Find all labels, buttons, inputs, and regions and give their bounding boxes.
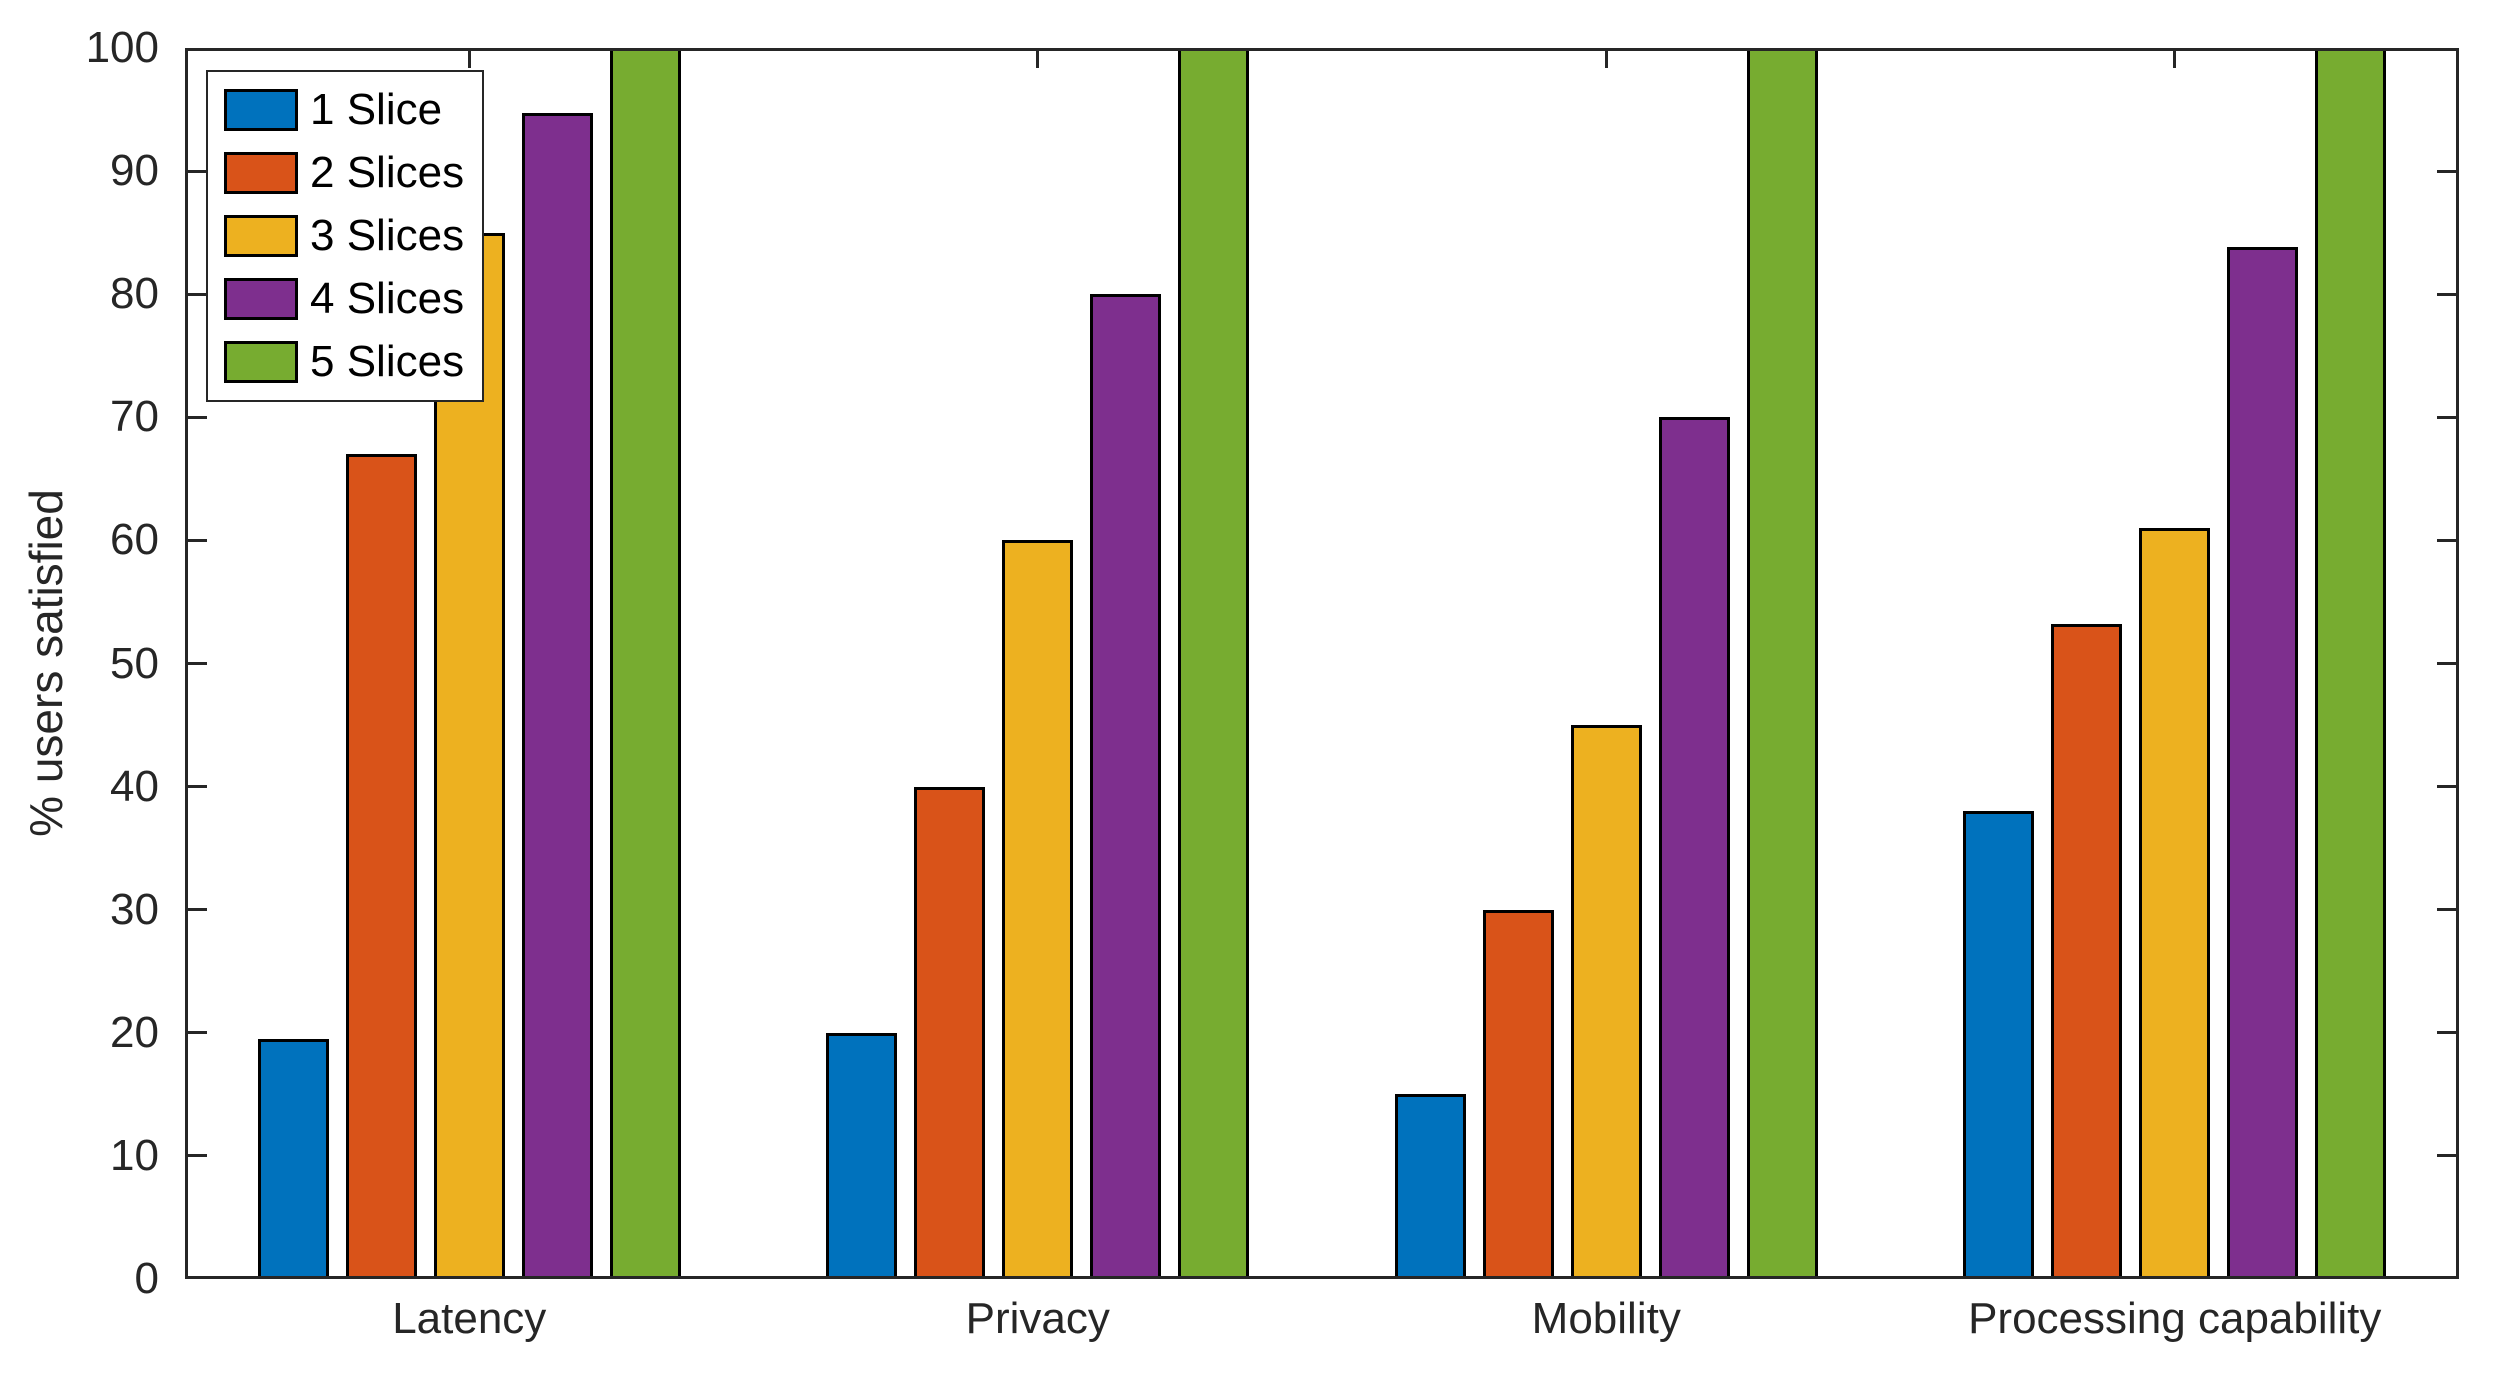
bar-2-slices-latency: [345, 454, 417, 1279]
bar-1-slice-latency: [257, 1038, 329, 1279]
legend-label-5-slices: 5 Slices: [310, 337, 465, 386]
bar-5-slices-processing-capability: [2315, 48, 2387, 1279]
y-tick-label-90: 90: [110, 146, 159, 196]
legend-label-1-slice: 1 Slice: [310, 85, 443, 134]
y-tick-label-30: 30: [110, 884, 159, 934]
bar-3-slices-latency: [433, 232, 505, 1279]
y-tick-label-10: 10: [110, 1130, 159, 1180]
y-tick-label-80: 80: [110, 269, 159, 319]
y-tick-label-100: 100: [85, 23, 159, 72]
legend-entry-3-slices: 3 Slices: [224, 212, 464, 260]
legend-entry-5-slices: 5 Slices: [224, 338, 464, 386]
bar-3-slices-processing-capability: [2139, 528, 2211, 1279]
bar-5-slices-privacy: [1178, 48, 1250, 1279]
y-tick-label-70: 70: [110, 392, 159, 442]
legend-swatch-5-slices: [224, 341, 298, 383]
bar-1-slice-privacy: [826, 1032, 898, 1279]
legend-label-3-slices: 3 Slices: [310, 211, 465, 260]
y-tick-label-0: 0: [134, 1254, 159, 1303]
legend-label-2-slices: 2 Slices: [310, 148, 465, 197]
bar-2-slices-privacy: [914, 786, 986, 1279]
bar-4-slices-privacy: [1090, 294, 1162, 1279]
x-axis-tick-labels: Latency Privacy Mobility Processing capabil…: [0, 1293, 2493, 1353]
bar-5-slices-latency: [609, 48, 681, 1279]
x-tick-label-processing-capability: Processing capability: [1968, 1294, 2382, 1343]
legend: 1 Slice 2 Slices 3 Slices 4 Slices 5 Slices: [206, 70, 485, 402]
x-tick-label-privacy: Privacy: [965, 1294, 1110, 1343]
x-tick-label-latency: Latency: [392, 1294, 547, 1343]
y-tick-label-40: 40: [110, 761, 159, 811]
legend-entry-1-slice: 1 Slice: [224, 86, 464, 134]
plot-area: 1 Slice 2 Slices 3 Slices 4 Slices 5 Slices: [185, 48, 2459, 1279]
y-tick-label-50: 50: [110, 638, 159, 688]
legend-swatch-1-slice: [224, 89, 298, 131]
bar-4-slices-processing-capability: [2227, 247, 2299, 1279]
legend-label-4-slices: 4 Slices: [310, 274, 465, 323]
legend-entry-4-slices: 4 Slices: [224, 275, 464, 323]
legend-swatch-2-slices: [224, 152, 298, 194]
y-tick-label-60: 60: [110, 515, 159, 565]
x-tick-label-mobility: Mobility: [1531, 1294, 1681, 1343]
bars-layer: [185, 48, 2459, 1279]
bar-4-slices-latency: [521, 113, 593, 1279]
y-axis-tick-labels: 0 10 20 30 40 50 60 70 80 90 100: [0, 23, 172, 1303]
bar-2-slices-mobility: [1482, 909, 1554, 1279]
bar-3-slices-mobility: [1570, 725, 1642, 1279]
bar-1-slice-processing-capability: [1963, 811, 2035, 1279]
bar-3-slices-privacy: [1002, 540, 1074, 1279]
bar-5-slices-mobility: [1746, 48, 1818, 1279]
bar-4-slices-mobility: [1658, 417, 1730, 1279]
bar-1-slice-mobility: [1394, 1094, 1466, 1279]
bar-2-slices-processing-capability: [2051, 624, 2123, 1279]
legend-swatch-4-slices: [224, 278, 298, 320]
legend-swatch-3-slices: [224, 215, 298, 257]
legend-entry-2-slices: 2 Slices: [224, 149, 464, 197]
y-tick-label-20: 20: [110, 1007, 159, 1057]
